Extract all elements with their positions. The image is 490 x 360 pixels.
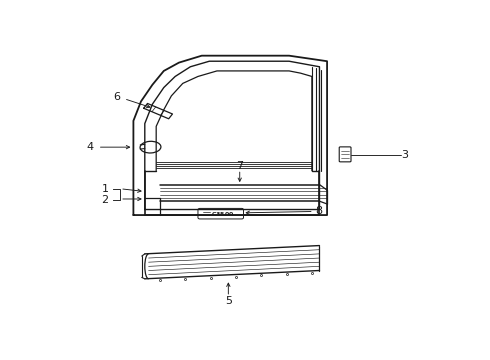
Text: 4: 4 (86, 142, 94, 152)
Text: 7: 7 (236, 161, 244, 171)
Text: 6: 6 (113, 92, 120, 102)
Text: 1: 1 (102, 184, 109, 194)
Text: $\bf{C3500}$: $\bf{C3500}$ (211, 210, 234, 218)
Text: 2: 2 (101, 195, 109, 205)
Text: 3: 3 (401, 150, 408, 159)
Text: 5: 5 (225, 296, 232, 306)
Text: 8: 8 (316, 207, 323, 216)
